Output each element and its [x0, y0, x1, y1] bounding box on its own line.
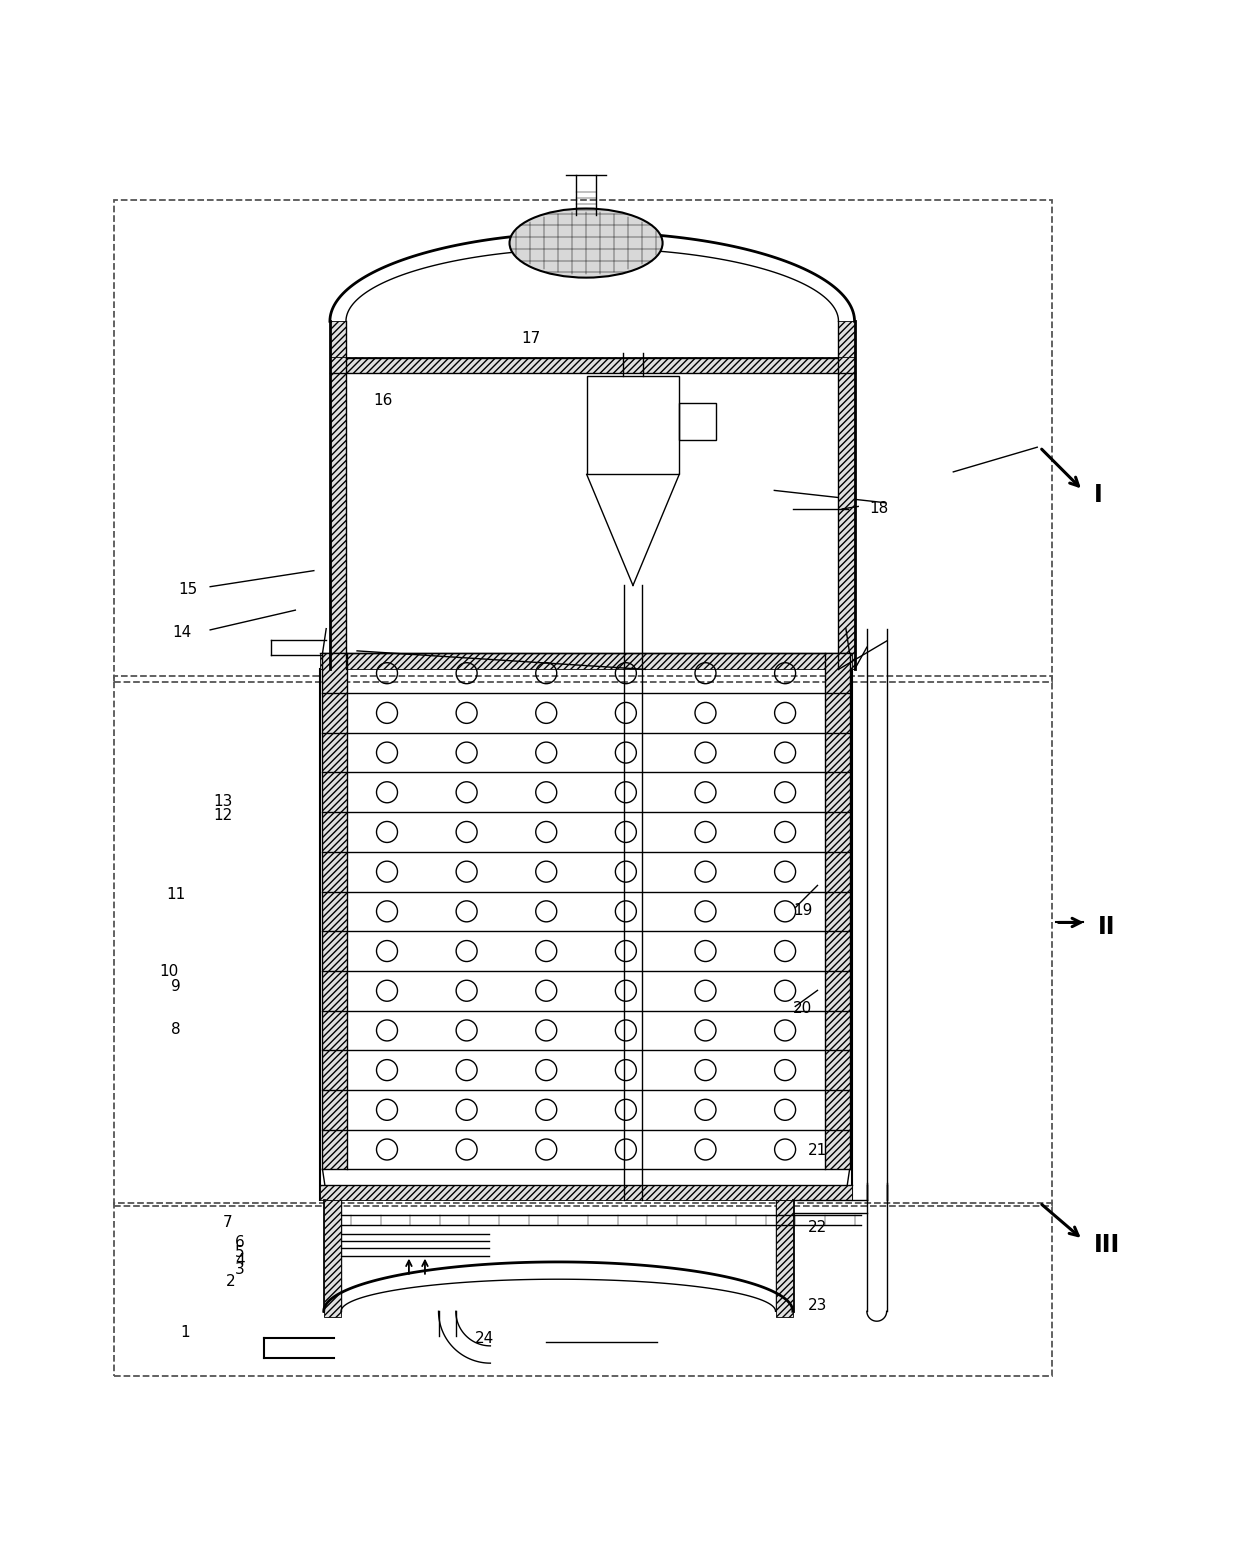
Text: 13: 13 — [213, 795, 232, 809]
Bar — [825, 654, 849, 1169]
Text: 11: 11 — [166, 887, 185, 902]
Text: 19: 19 — [794, 902, 812, 918]
Text: 14: 14 — [172, 624, 191, 640]
Text: 10: 10 — [160, 965, 179, 979]
Text: 24: 24 — [475, 1332, 494, 1346]
Text: 3: 3 — [234, 1261, 244, 1277]
Ellipse shape — [510, 209, 662, 278]
Text: 22: 22 — [808, 1219, 827, 1235]
Text: 16: 16 — [373, 393, 393, 407]
Bar — [680, 403, 717, 440]
Text: III: III — [1094, 1233, 1120, 1257]
Bar — [114, 676, 1052, 1207]
Text: II: II — [1097, 915, 1115, 940]
Bar — [114, 200, 1052, 682]
Text: I: I — [1094, 484, 1102, 507]
Text: 21: 21 — [808, 1143, 827, 1158]
Bar — [320, 1185, 852, 1200]
Text: 23: 23 — [807, 1297, 827, 1313]
Text: 15: 15 — [179, 582, 197, 596]
Text: 1: 1 — [181, 1325, 190, 1339]
Text: 8: 8 — [171, 1022, 180, 1038]
Text: 4: 4 — [234, 1253, 244, 1268]
Text: 9: 9 — [171, 979, 181, 994]
Bar — [838, 322, 854, 670]
Bar — [322, 654, 347, 1169]
Text: 7: 7 — [223, 1214, 232, 1230]
Bar — [330, 357, 854, 373]
Bar — [330, 322, 346, 670]
Text: 18: 18 — [869, 501, 889, 517]
Bar — [587, 376, 680, 475]
Text: 20: 20 — [794, 1001, 812, 1016]
Bar — [324, 1200, 341, 1317]
Bar — [114, 1202, 1052, 1375]
Bar — [320, 654, 852, 670]
Text: 5: 5 — [234, 1244, 244, 1260]
Text: 12: 12 — [213, 807, 232, 823]
Text: 6: 6 — [234, 1235, 244, 1250]
Text: 2: 2 — [227, 1274, 236, 1289]
Text: 17: 17 — [522, 331, 541, 347]
Bar — [775, 1200, 792, 1317]
